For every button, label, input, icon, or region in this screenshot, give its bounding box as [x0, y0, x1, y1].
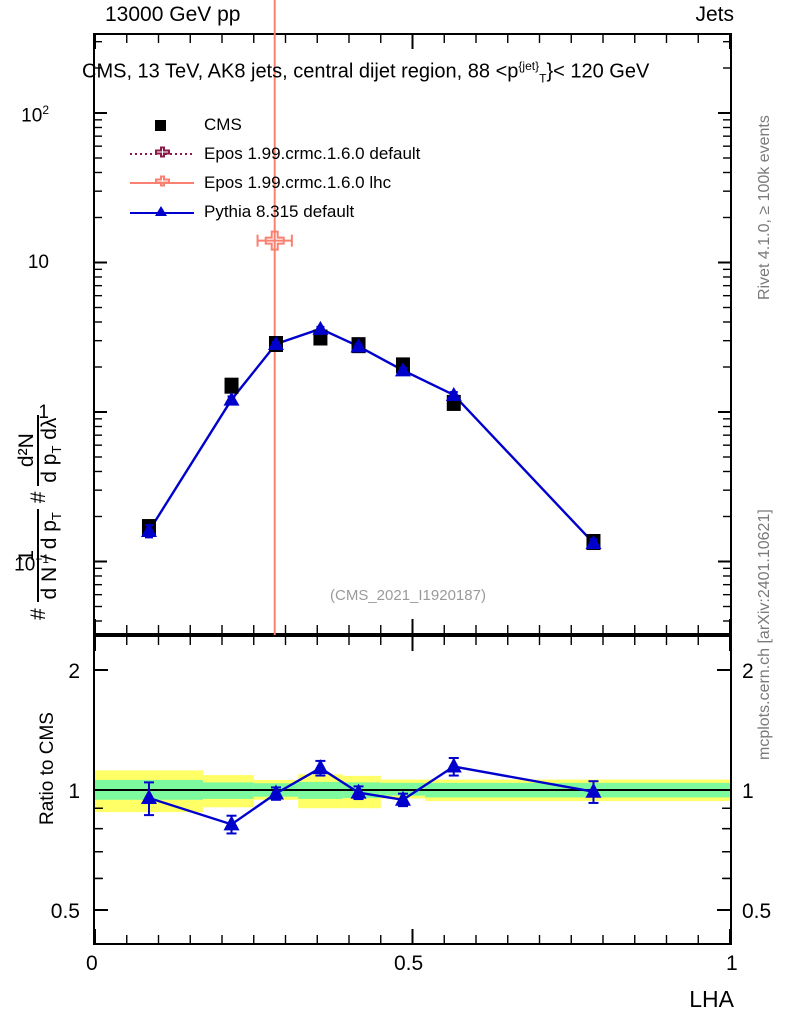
ratio-y-tick-label-0p5-left: 0.5	[50, 900, 80, 923]
mcplots-reference-label: mcplots.cern.ch [arXiv:2401.10621]	[756, 509, 773, 760]
triangle-marker-solid-line-icon	[128, 202, 196, 222]
legend-item-epos-default[interactable]: Epos 1.99.crmc.1.6.0 default	[128, 139, 420, 168]
ratio-y-tick-label-2-right: 2	[742, 660, 754, 683]
ratio-y-tick-label-0p5-right: 0.5	[742, 900, 772, 923]
rivet-version-label: Rivet 4.1.0, ≥ 100k events	[756, 115, 773, 300]
y-axis-title: # 1 d N / d pT # d²N d pT dλ	[15, 414, 65, 620]
y-axis-hash-1: #	[27, 608, 51, 620]
page-title: CMS, 13 TeV, AK8 jets, central dijet reg…	[82, 60, 649, 85]
legend-label-cms: CMS	[204, 114, 242, 134]
legend-label-epos-default: Epos 1.99.crmc.1.6.0 default	[204, 143, 421, 163]
y-tick-label-10: 10	[27, 252, 49, 273]
ratio-plot-panel	[93, 635, 732, 945]
x-axis-title: LHA	[689, 986, 734, 1012]
legend: CMS Epos 1.99.crmc.1.6.0 default Epos 1.…	[128, 110, 420, 226]
x-tick-label-0: 0	[86, 952, 98, 975]
legend-label-epos-lhc: Epos 1.99.crmc.1.6.0 lhc	[204, 172, 392, 192]
cross-marker-dotted-line-icon	[128, 144, 196, 164]
main-plot-panel	[93, 0, 732, 641]
plot-title-superscript: {jet}	[518, 59, 540, 73]
analysis-group-label: Jets	[695, 3, 734, 26]
plot-title-subscript: T	[539, 71, 547, 86]
ratio-plot-canvas	[94, 637, 731, 943]
legend-item-cms[interactable]: CMS	[128, 110, 420, 139]
plot-title-tail: }< 120 GeV	[546, 60, 650, 83]
x-tick-label-1: 1	[726, 952, 738, 975]
ratio-y-tick-label-1-left: 1	[68, 780, 80, 803]
y-tick-label-1: 1	[38, 402, 49, 423]
y-axis-fraction-2: d²N d pT dλ	[15, 414, 65, 486]
x-tick-label-0p5: 0.5	[394, 952, 424, 975]
y-axis-hash-2: #	[27, 491, 51, 504]
y-axis-denominator-2: d pT dλ	[38, 417, 65, 483]
legend-item-epos-lhc[interactable]: Epos 1.99.crmc.1.6.0 lhc	[128, 168, 420, 197]
ratio-y-tick-label-1-right: 1	[742, 780, 754, 803]
filled-square-marker-icon	[128, 115, 196, 135]
beam-energy-label: 13000 GeV pp	[105, 3, 241, 26]
analysis-id-watermark: (CMS_2021_I1920187)	[330, 587, 486, 604]
ratio-y-axis-title: Ratio to CMS	[37, 712, 58, 825]
legend-item-pythia[interactable]: Pythia 8.315 default	[128, 197, 420, 226]
main-plot-canvas	[94, 0, 731, 641]
cross-marker-solid-line-icon	[128, 173, 196, 193]
ratio-y-tick-label-2-left: 2	[68, 660, 80, 683]
y-axis-numerator-2: d²N	[15, 414, 39, 486]
y-tick-label-100: 102	[21, 103, 49, 127]
plot-title-main: CMS, 13 TeV, AK8 jets, central dijet reg…	[82, 60, 519, 83]
legend-label-pythia: Pythia 8.315 default	[204, 201, 355, 221]
y-tick-label-0p1: 10−1	[14, 552, 49, 576]
